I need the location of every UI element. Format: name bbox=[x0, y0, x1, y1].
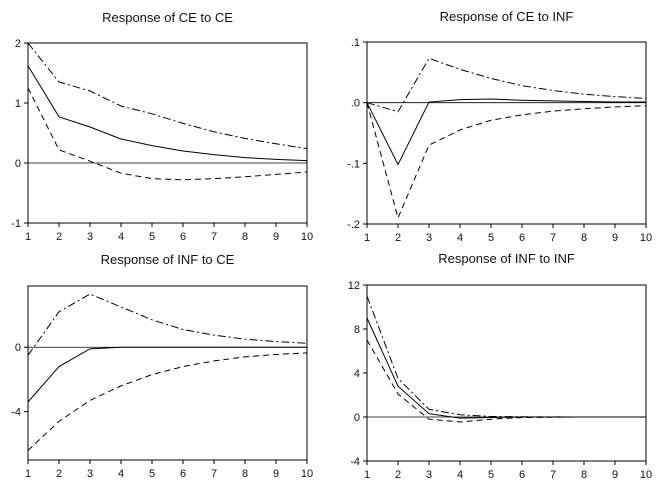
x-tick-label: 10 bbox=[301, 468, 313, 480]
x-tick-label: 5 bbox=[149, 231, 155, 243]
y-tick-label: 4 bbox=[354, 368, 360, 380]
x-tick-label: 9 bbox=[612, 469, 618, 481]
x-tick-label: 8 bbox=[242, 468, 248, 480]
lower-series-line bbox=[27, 352, 308, 451]
x-tick-label: 1 bbox=[364, 232, 370, 244]
x-tick-label: 7 bbox=[211, 231, 217, 243]
x-tick-label: 3 bbox=[87, 468, 93, 480]
x-tick-label: 1 bbox=[25, 231, 31, 243]
response-series-line bbox=[366, 98, 646, 166]
x-tick-label: 1 bbox=[25, 468, 31, 480]
y-tick-label: .1 bbox=[351, 37, 360, 49]
x-tick-label: 2 bbox=[56, 231, 62, 243]
chart-panel-2: Response of CE to INF -.2 -.1 .0 .1 1 2 3 4 5 6 7 8 9… bbox=[347, 9, 652, 244]
y-tick-label: 0 bbox=[354, 412, 360, 424]
chart-title: Response of CE to INF bbox=[440, 9, 574, 24]
plot-frame bbox=[366, 284, 647, 462]
plot-frame bbox=[27, 42, 308, 224]
x-tick-label: 10 bbox=[640, 469, 652, 481]
x-tick-label: 4 bbox=[118, 231, 124, 243]
x-tick-label: 7 bbox=[550, 469, 556, 481]
response-series-line bbox=[366, 317, 646, 419]
upper-series-line bbox=[366, 295, 646, 418]
chart-panel-1: Response of CE to CE -1 0 1 2 1 2 3 4 5 6 7 8 9 10 bbox=[11, 10, 313, 243]
x-tick-label: 6 bbox=[519, 469, 525, 481]
x-tick-label: 9 bbox=[612, 232, 618, 244]
y-tick-label: 8 bbox=[354, 324, 360, 336]
y-tick-label: -.2 bbox=[347, 219, 360, 231]
y-tick-label: 2 bbox=[15, 38, 21, 50]
y-tick-label: 12 bbox=[348, 280, 360, 292]
plot-frame bbox=[27, 285, 308, 461]
lower-series-line bbox=[366, 339, 646, 423]
x-tick-label: 4 bbox=[118, 468, 124, 480]
chart-panel-3: Response of INF to CE -4 0 1 2 3 4 5 6 7 8 9 10 bbox=[11, 252, 313, 480]
chart-title: Response of INF to CE bbox=[101, 252, 235, 267]
x-tick-label: 6 bbox=[180, 468, 186, 480]
x-tick-label: 4 bbox=[457, 469, 463, 481]
x-tick-label: 4 bbox=[457, 232, 463, 244]
y-tick-label: 0 bbox=[15, 342, 21, 354]
x-tick-label: 10 bbox=[301, 231, 313, 243]
x-tick-label: 10 bbox=[640, 232, 652, 244]
chart-title: Response of CE to CE bbox=[102, 10, 233, 25]
x-tick-label: 5 bbox=[488, 469, 494, 481]
y-tick-label: 0 bbox=[15, 158, 21, 170]
x-tick-label: 3 bbox=[87, 231, 93, 243]
chart-title: Response of INF to INF bbox=[438, 251, 575, 266]
x-tick-label: 6 bbox=[519, 232, 525, 244]
x-tick-label: 3 bbox=[426, 469, 432, 481]
lower-series-line bbox=[27, 87, 308, 181]
x-tick-label: 7 bbox=[550, 232, 556, 244]
x-tick-label: 2 bbox=[395, 469, 401, 481]
y-tick-label: -1 bbox=[11, 218, 21, 230]
plot-frame bbox=[366, 41, 647, 225]
x-tick-label: 8 bbox=[581, 232, 587, 244]
x-tick-label: 9 bbox=[273, 468, 279, 480]
x-tick-label: 8 bbox=[242, 231, 248, 243]
y-tick-label: -4 bbox=[11, 407, 21, 419]
x-tick-label: 9 bbox=[273, 231, 279, 243]
upper-series-line bbox=[366, 57, 647, 113]
y-tick-label: -.1 bbox=[347, 158, 360, 170]
x-tick-label: 3 bbox=[426, 232, 432, 244]
y-tick-label: -4 bbox=[350, 456, 360, 468]
x-tick-label: 2 bbox=[56, 468, 62, 480]
x-tick-label: 2 bbox=[395, 232, 401, 244]
response-series-line bbox=[27, 65, 308, 162]
upper-series-line bbox=[27, 42, 308, 150]
x-tick-label: 5 bbox=[149, 468, 155, 480]
x-tick-label: 5 bbox=[488, 232, 494, 244]
x-tick-label: 7 bbox=[211, 468, 217, 480]
x-tick-label: 8 bbox=[581, 469, 587, 481]
x-tick-label: 6 bbox=[180, 231, 186, 243]
response-series-line bbox=[27, 346, 307, 403]
y-tick-label: .0 bbox=[351, 98, 360, 110]
y-tick-label: 1 bbox=[15, 98, 21, 110]
x-tick-label: 1 bbox=[364, 469, 370, 481]
upper-series-line bbox=[27, 293, 308, 356]
lower-series-line bbox=[366, 102, 647, 220]
